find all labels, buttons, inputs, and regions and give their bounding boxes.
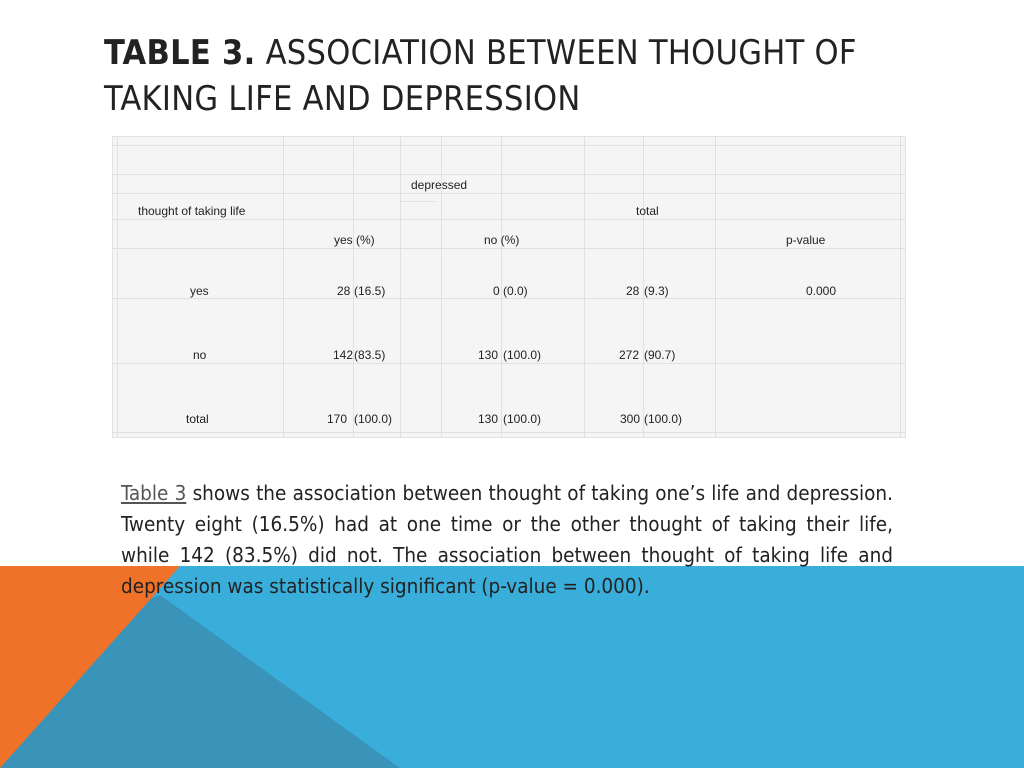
cell-no-pct: (100.0) — [503, 412, 542, 426]
grid-line — [501, 137, 502, 437]
grid-line — [283, 137, 284, 437]
cell-yes-pct: (83.5) — [354, 348, 386, 362]
grid-line — [113, 193, 905, 194]
header-total: total — [636, 204, 659, 218]
cell-yes-pct: (100.0) — [354, 412, 393, 426]
cell-no-count: 130 — [478, 412, 499, 426]
title-lead: Table 3. — [104, 33, 256, 73]
row-label-total: total — [186, 412, 209, 426]
grid-line — [900, 137, 901, 437]
grid-line — [113, 363, 905, 364]
cell-total-count: 272 — [619, 348, 640, 362]
grid-line — [584, 137, 585, 437]
grid-line — [113, 174, 905, 175]
cell-yes-pct: (16.5) — [354, 284, 386, 298]
association-table: depressed thought of taking life total y… — [112, 136, 906, 438]
cell-total-pct: (9.3) — [644, 284, 669, 298]
cell-total-pct: (100.0) — [644, 412, 683, 426]
cell-total-pct: (90.7) — [644, 348, 676, 362]
grid-line — [401, 201, 435, 202]
cell-no-count: 130 — [478, 348, 499, 362]
header-depressed: depressed — [411, 178, 468, 192]
cell-total-count: 28 — [626, 284, 640, 298]
grid-line — [117, 137, 118, 437]
header-yes-pct: yes (%) — [334, 233, 375, 247]
grid-line — [113, 145, 905, 146]
description-text: shows the association between thought of… — [121, 481, 893, 598]
description-paragraph: Table 3 shows the association between th… — [121, 478, 893, 602]
cell-no-pct: (100.0) — [503, 348, 542, 362]
row-label-no: no — [193, 348, 207, 362]
cell-yes-count: 28 — [337, 284, 351, 298]
grid-line — [441, 137, 442, 437]
row-label-yes: yes — [190, 284, 209, 298]
cell-yes-count: 170 — [327, 412, 348, 426]
title-rest: Association between thought of taking li… — [104, 33, 857, 119]
grid-line — [113, 432, 905, 433]
cell-yes-count: 142 — [333, 348, 354, 362]
grid-line — [400, 137, 401, 437]
grid-line — [113, 219, 905, 220]
header-no-pct: no (%) — [484, 233, 520, 247]
grid-line — [113, 298, 905, 299]
cell-no-pct: (0.0) — [503, 284, 528, 298]
cell-total-count: 300 — [620, 412, 641, 426]
grid-line — [353, 137, 354, 437]
table-3-link[interactable]: Table 3 — [121, 481, 187, 505]
header-p-value: p-value — [786, 233, 826, 247]
grid-line — [113, 248, 905, 249]
cell-p-value: 0.000 — [806, 284, 837, 298]
grid-line — [715, 137, 716, 437]
header-thought-of-taking-life: thought of taking life — [138, 204, 246, 218]
grid-line — [643, 137, 644, 437]
slide-title: Table 3. Association between thought of … — [104, 30, 964, 122]
cell-no-count: 0 — [493, 284, 500, 298]
